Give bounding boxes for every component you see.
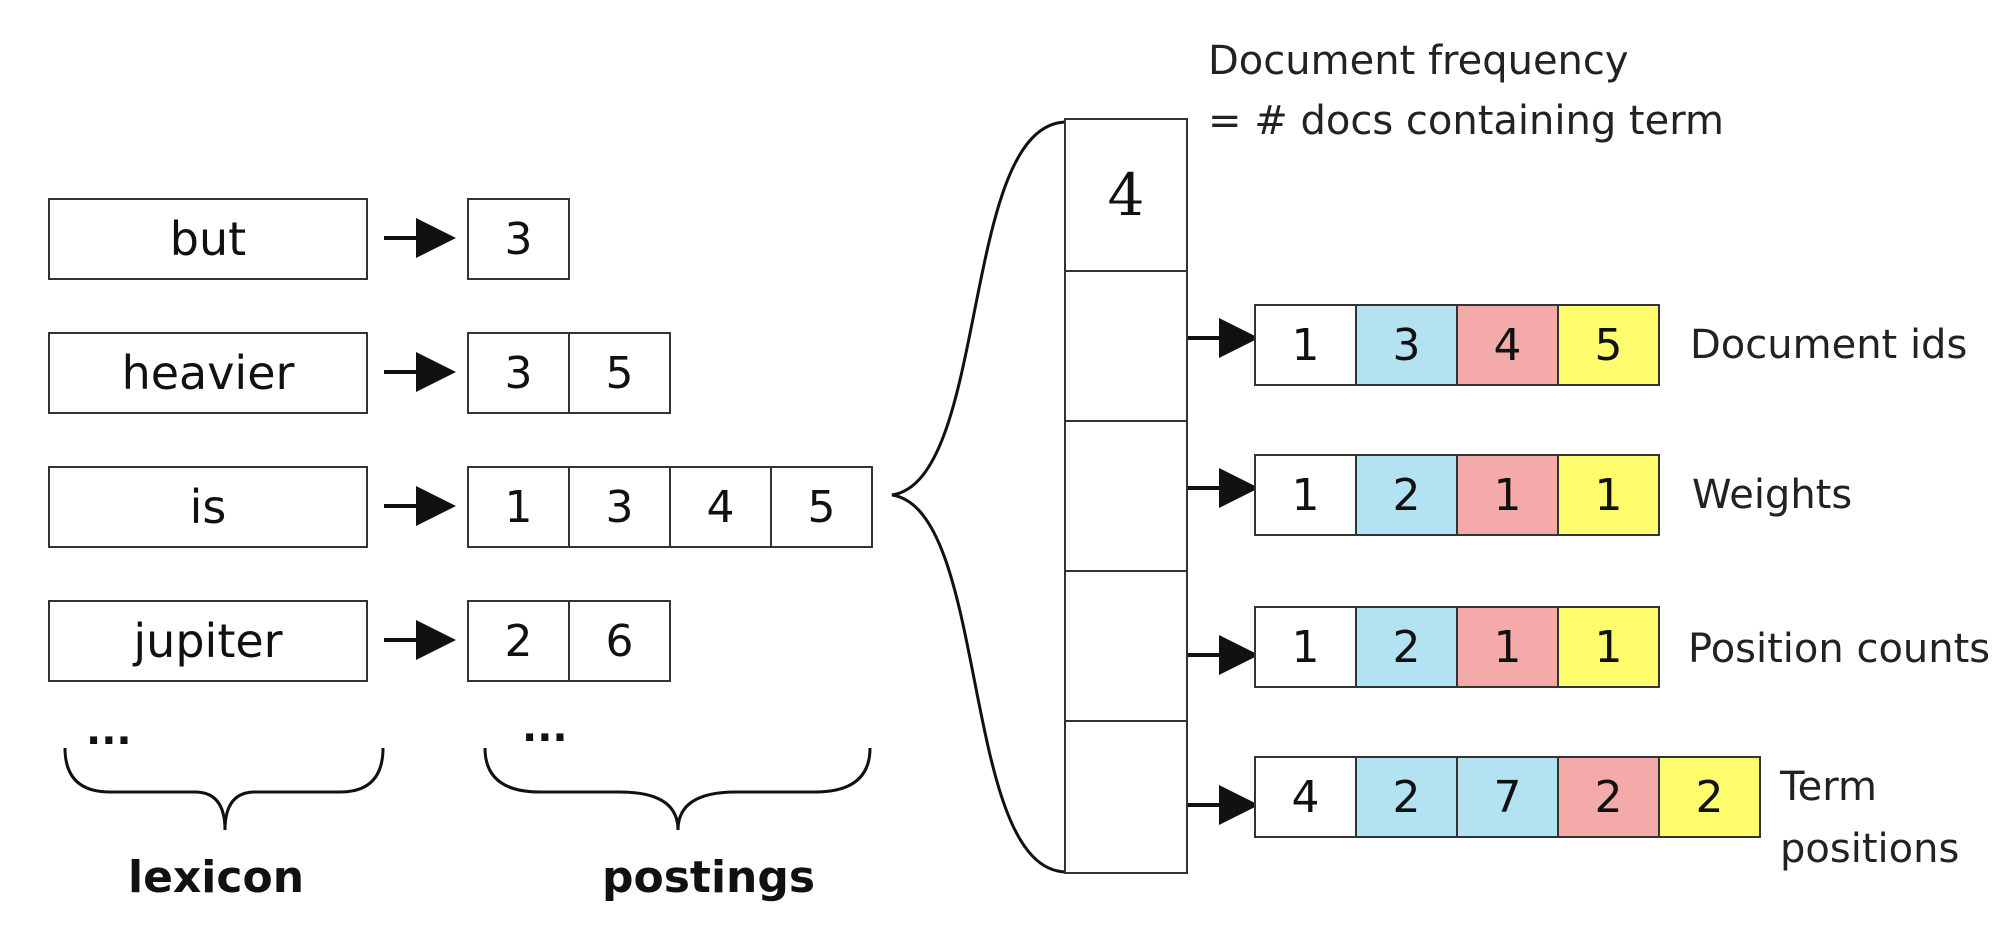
- posting-cell: 1: [467, 466, 570, 548]
- posting-cell: 3: [568, 466, 671, 548]
- detail-cell: 3: [1355, 304, 1458, 386]
- postings-brace: [483, 747, 872, 831]
- detail-cell: 4: [1456, 304, 1559, 386]
- weights-label: Weights: [1692, 472, 1853, 518]
- posting-cell: 5: [568, 332, 671, 414]
- lexicon-ellipsis: ...: [86, 708, 132, 754]
- lexicon-term-but: but: [48, 198, 368, 280]
- lexicon-term-heavier: heavier: [48, 332, 368, 414]
- pointer-cell-termpos: [1064, 720, 1188, 874]
- lexicon-brace: [63, 747, 385, 831]
- term-positions-label-line1: Term: [1780, 764, 1877, 810]
- doc-frequency-label-line1: Document frequency: [1208, 38, 1629, 84]
- detail-cell: 2: [1355, 606, 1458, 688]
- expansion-brace: [891, 120, 1068, 874]
- detail-cell: 2: [1557, 756, 1660, 838]
- postings-ellipsis: ...: [522, 705, 568, 751]
- lexicon-term-is: is: [48, 466, 368, 548]
- detail-cell: 2: [1355, 454, 1458, 536]
- posting-cell: 5: [770, 466, 873, 548]
- pointer-cell-docids: [1064, 270, 1188, 422]
- position-counts-label: Position counts: [1688, 626, 1991, 672]
- posting-cell: 3: [467, 198, 570, 280]
- detail-cell: 1: [1254, 304, 1357, 386]
- detail-cell: 1: [1557, 606, 1660, 688]
- detail-cell: 5: [1557, 304, 1660, 386]
- doc-frequency-label-line2: = # docs containing term: [1208, 98, 1724, 144]
- postings-label: postings: [602, 852, 816, 903]
- detail-cell: 2: [1658, 756, 1761, 838]
- pointer-cell-weights: [1064, 420, 1188, 572]
- lexicon-term-jupiter: jupiter: [48, 600, 368, 682]
- posting-cell: 3: [467, 332, 570, 414]
- detail-cell: 2: [1355, 756, 1458, 838]
- pointer-cell-poscounts: [1064, 570, 1188, 722]
- lexicon-label: lexicon: [128, 852, 305, 903]
- document-ids-label: Document ids: [1690, 322, 1968, 368]
- detail-cell: 1: [1456, 606, 1559, 688]
- detail-cell: 1: [1557, 454, 1660, 536]
- term-positions-label-line2: positions: [1780, 826, 1960, 872]
- posting-cell: 4: [669, 466, 772, 548]
- detail-cell: 1: [1456, 454, 1559, 536]
- detail-cell: 7: [1456, 756, 1559, 838]
- detail-cell: 1: [1254, 454, 1357, 536]
- posting-cell: 2: [467, 600, 570, 682]
- detail-cell: 4: [1254, 756, 1357, 838]
- posting-cell: 6: [568, 600, 671, 682]
- doc-frequency-cell: 4: [1064, 118, 1188, 272]
- detail-cell: 1: [1254, 606, 1357, 688]
